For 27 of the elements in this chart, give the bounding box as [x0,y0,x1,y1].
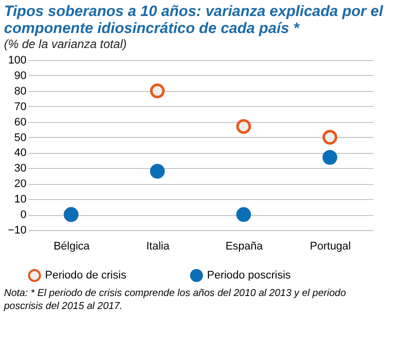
x-tick-label: Bélgica [54,240,91,252]
point [236,207,251,222]
y-tick-label: 50 [14,132,26,144]
legend-label: Periodo poscrisis [207,270,292,282]
y-tick-label: −10 [8,224,26,236]
point [150,164,165,179]
y-tick-label: 100 [8,54,26,66]
y-tick-label: 40 [14,147,26,160]
legend-label: Periodo de crisis [45,270,127,282]
y-tick-label: 0 [20,209,26,222]
y-tick-label: 20 [14,178,26,190]
chart-title: Tipos soberanos a 10 años: varianza explicada por el componente idiosincrático de cada país * [4,3,384,37]
x-tick-label: España [225,240,264,252]
y-tick-label: 60 [14,116,26,128]
y-tick-label: 90 [14,70,26,82]
y-tick-label: 10 [14,194,26,206]
point [236,119,251,134]
y-tick-label: 30 [14,162,26,175]
point [150,84,165,98]
x-tick-label: Italia [146,240,170,252]
y-tick-label: 80 [14,85,26,98]
text: Nota: * El periodo de crisis comprende los años del 2010 al 2013 y el periodo poscrisis del 2015 al 2017. [3,288,346,312]
y-tick-label: 70 [14,100,26,113]
chart-subtitle: (% de la varianza total) [4,37,127,51]
point [322,150,338,165]
point [322,130,338,145]
x-tick-label: Portugal [310,240,351,252]
